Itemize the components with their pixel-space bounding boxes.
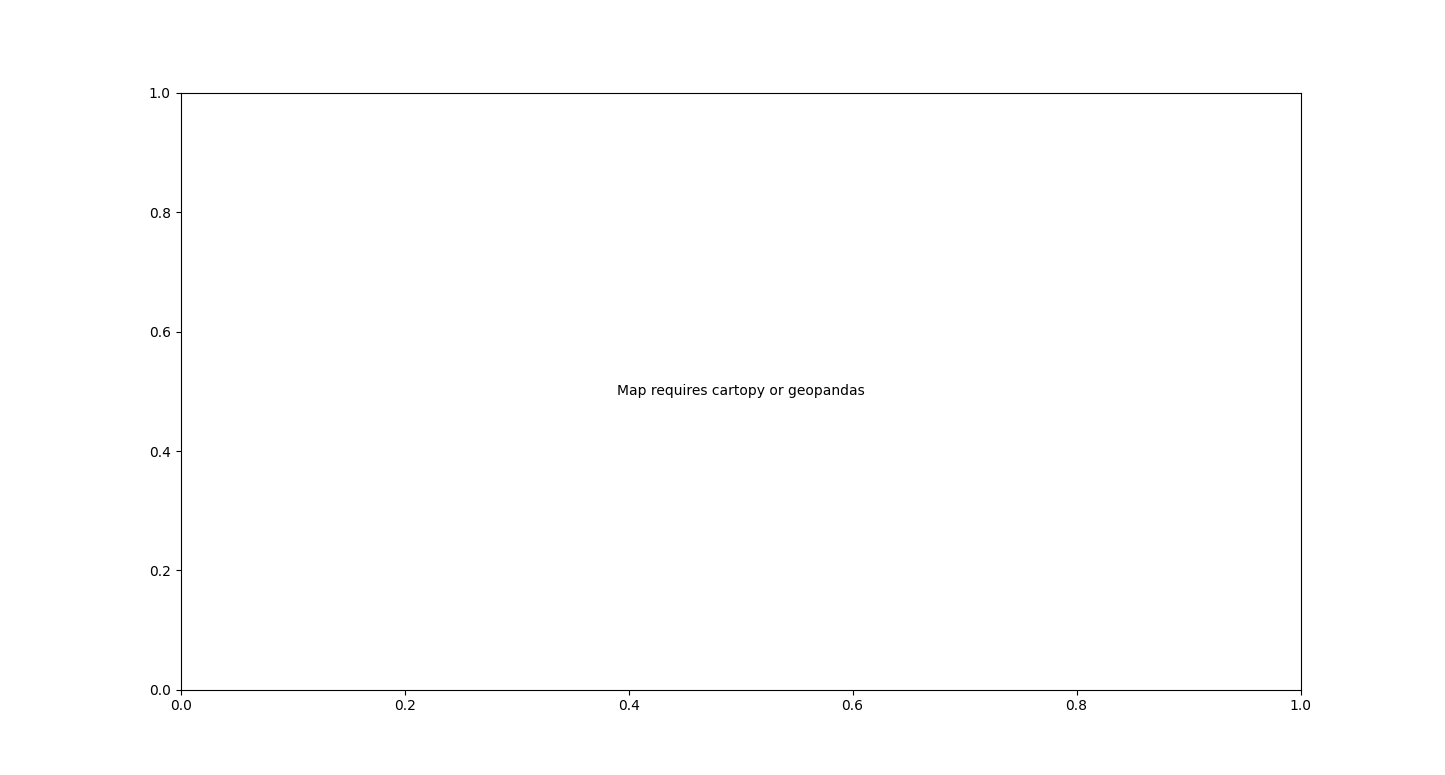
Text: Map requires cartopy or geopandas: Map requires cartopy or geopandas bbox=[617, 384, 864, 398]
